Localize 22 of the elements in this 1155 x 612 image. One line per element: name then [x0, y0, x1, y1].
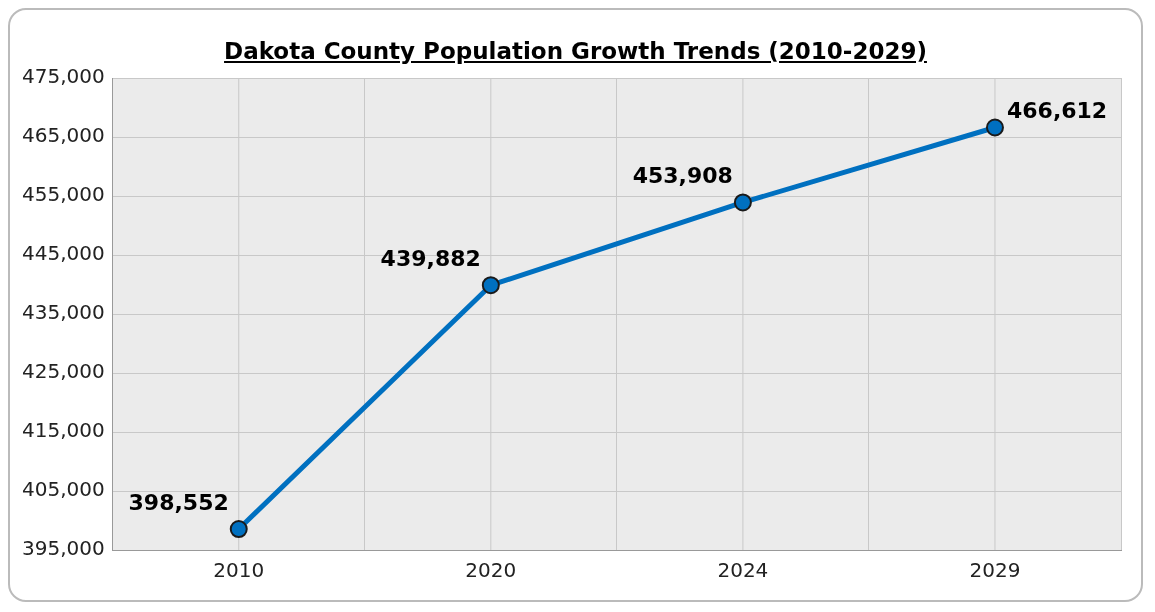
- y-tick-label: 415,000: [21, 418, 105, 443]
- x-tick-label: 2024: [717, 558, 769, 583]
- x-tick-label: 2020: [465, 558, 517, 583]
- y-tick-label: 465,000: [21, 123, 105, 148]
- x-tick-label: 2029: [969, 558, 1021, 583]
- point: [481, 276, 500, 295]
- point: [733, 193, 752, 212]
- chart-title: Dakota County Population Growth Trends (2010-2029): [223, 37, 928, 64]
- x-tick-label: 2010: [213, 558, 265, 583]
- data-label: 453,908: [632, 163, 733, 189]
- y-tick-label: 475,000: [21, 64, 105, 89]
- y-tick-label: 445,000: [21, 241, 105, 266]
- data-label: 439,882: [380, 245, 481, 271]
- y-tick-label: 395,000: [21, 536, 105, 561]
- data-label: 398,552: [128, 489, 229, 515]
- point: [229, 520, 248, 539]
- y-tick-label: 425,000: [21, 359, 105, 384]
- y-tick-label: 405,000: [21, 477, 105, 502]
- point: [985, 118, 1004, 137]
- y-tick-label: 455,000: [21, 182, 105, 207]
- y-tick-label: 435,000: [21, 300, 105, 325]
- data-label: 466,612: [1006, 98, 1108, 124]
